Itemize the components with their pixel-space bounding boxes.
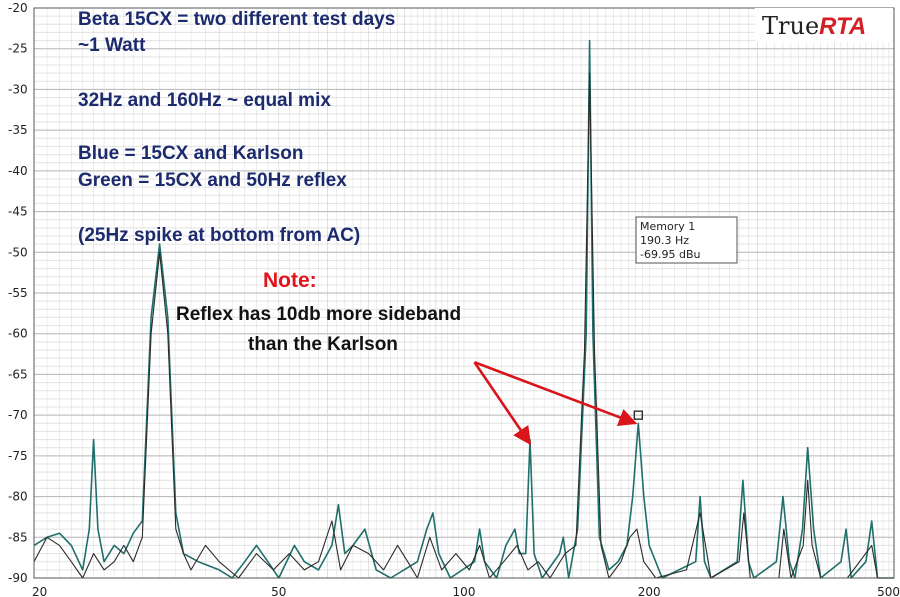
plot-frame [33, 7, 895, 579]
y-tick-label: -25 [8, 42, 28, 56]
y-tick-label: -40 [8, 164, 28, 178]
x-tick-label: 20 [32, 585, 47, 597]
memory-title: Memory 1 [640, 220, 695, 233]
y-tick-label: -70 [8, 408, 28, 422]
annotation-text: Beta 15CX = two different test days ~1 W… [78, 9, 461, 355]
y-tick-label: -35 [8, 123, 28, 137]
note-line-2: than the Karlson [248, 334, 398, 355]
memory-level: -69.95 dBu [640, 248, 700, 261]
note-arrows [473, 360, 638, 446]
y-tick-label: -75 [8, 449, 28, 463]
y-tick-label: -85 [8, 530, 28, 544]
series-line-1 [33, 39, 894, 579]
y-tick-label: -90 [8, 571, 28, 585]
y-tick-label: -50 [8, 245, 28, 259]
x-axis: 20 50 100 200 500 [32, 585, 900, 597]
svg-text:TrueRTA: TrueRTA [762, 12, 866, 40]
annotation-line-3: 32Hz and 160Hz ~ equal mix [78, 90, 331, 111]
y-axis: -20 -25 -30 -35 -40 -45 -50 -55 -60 -65 -70 -75 -80 -… [8, 1, 28, 585]
x-tick-label: 500 [877, 585, 900, 597]
annotation-line-2: ~1 Watt [78, 35, 146, 56]
series-line-2 [33, 72, 894, 579]
x-tick-label: 200 [638, 585, 661, 597]
note-arrow-2 [474, 360, 638, 426]
annotation-line-6: (25Hz spike at bottom from AC) [78, 225, 360, 246]
memory-box: Memory 1 190.3 Hz -69.95 dBu [635, 216, 738, 264]
note-title: Note: [263, 269, 317, 292]
logo-rta-text: RTA [819, 13, 866, 40]
y-tick-label: -45 [8, 205, 28, 219]
memory-marker [633, 410, 643, 420]
x-tick-label: 50 [271, 585, 286, 597]
note-line-1: Reflex has 10db more sideband [176, 304, 461, 325]
x-tick-label: 100 [453, 585, 476, 597]
note-arrow-1 [473, 361, 532, 446]
logo-true-text: True [762, 12, 819, 40]
y-tick-label: -20 [8, 1, 28, 15]
grid-lines [33, 7, 895, 579]
memory-frequency: 190.3 Hz [640, 234, 689, 247]
y-tick-label: -30 [8, 82, 28, 96]
y-tick-label: -55 [8, 286, 28, 300]
y-tick-label: -65 [8, 367, 28, 381]
series-layer [33, 39, 894, 579]
annotation-line-4: Blue = 15CX and Karlson [78, 143, 303, 164]
truerta-logo: TrueRTA [755, 8, 893, 42]
y-tick-label: -60 [8, 327, 28, 341]
annotation-line-5: Green = 15CX and 50Hz reflex [78, 170, 347, 191]
annotation-line-1: Beta 15CX = two different test days [78, 9, 395, 30]
y-tick-label: -80 [8, 490, 28, 504]
